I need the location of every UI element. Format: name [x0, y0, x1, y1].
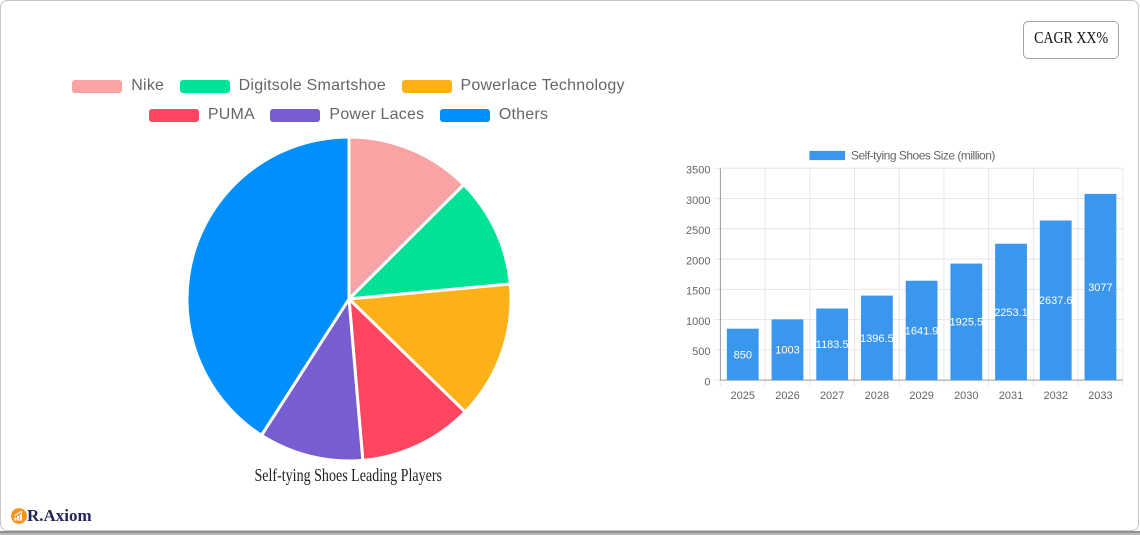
svg-text:2027: 2027: [820, 390, 844, 402]
svg-text:2033: 2033: [1088, 390, 1112, 402]
svg-text:2031: 2031: [999, 390, 1023, 402]
svg-text:1183.5: 1183.5: [816, 339, 849, 351]
svg-text:Self-tying Shoes Size (million: Self-tying Shoes Size (million): [851, 149, 995, 163]
svg-text:1003: 1003: [775, 345, 799, 357]
svg-text:3000: 3000: [686, 195, 710, 207]
svg-text:2500: 2500: [686, 225, 710, 237]
svg-text:0: 0: [704, 377, 710, 389]
svg-text:2025: 2025: [731, 390, 755, 402]
svg-text:1000: 1000: [686, 316, 710, 328]
svg-text:1500: 1500: [686, 286, 710, 298]
svg-text:3500: 3500: [686, 165, 710, 177]
svg-text:1641.9: 1641.9: [905, 325, 939, 337]
svg-text:2026: 2026: [775, 390, 799, 402]
svg-text:1396.5: 1396.5: [860, 333, 894, 345]
svg-text:2030: 2030: [954, 390, 978, 402]
svg-text:2028: 2028: [865, 390, 889, 402]
svg-text:2253.1: 2253.1: [994, 307, 1028, 319]
svg-text:850: 850: [734, 349, 752, 361]
svg-text:2029: 2029: [909, 390, 933, 402]
svg-text:1925.5: 1925.5: [949, 317, 983, 329]
svg-text:2000: 2000: [686, 255, 710, 267]
svg-text:2032: 2032: [1043, 390, 1067, 402]
svg-text:3077: 3077: [1088, 282, 1112, 294]
svg-text:500: 500: [692, 346, 710, 358]
svg-text:2637.6: 2637.6: [1039, 295, 1073, 307]
